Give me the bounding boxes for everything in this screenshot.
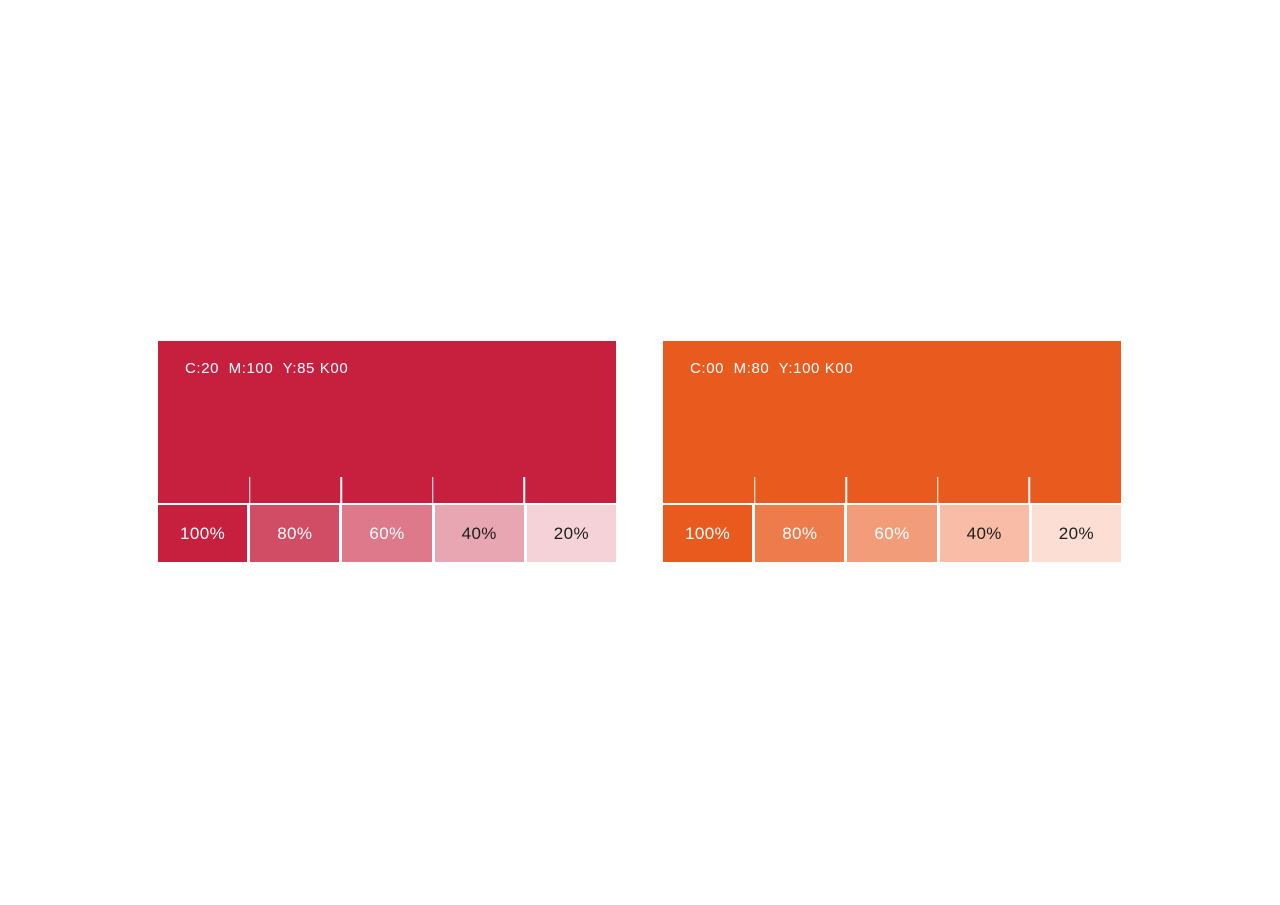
tint-scale-row: 100% 80% 60% 40% 20% [158, 505, 617, 562]
tint-cell-60: 60% [847, 505, 937, 562]
tint-tick-mark [845, 477, 847, 503]
tint-tick-mark [523, 477, 526, 503]
tint-cell-100: 100% [663, 505, 753, 562]
tint-cell-60: 60% [342, 505, 432, 562]
tint-percent-label: 60% [369, 523, 405, 543]
tint-percent-label: 20% [553, 523, 590, 543]
tint-cell-40: 40% [434, 505, 524, 562]
tint-percent-label: 80% [277, 523, 313, 543]
tint-percent-label: 100% [180, 523, 226, 543]
tint-percent-label: 80% [782, 523, 818, 543]
cmyk-value-label: C:20 M:100 Y:85 K00 [185, 360, 349, 377]
tint-tick-mark [1028, 477, 1031, 503]
tint-cell-80: 80% [755, 505, 845, 562]
tint-tick-mark [340, 477, 342, 503]
base-color-panel: C:00 M:80 Y:100 K00 [663, 341, 1121, 503]
tint-cell-80: 80% [250, 505, 340, 562]
tint-tick-mark [937, 477, 939, 503]
tint-scale-row: 100% 80% 60% 40% 20% [663, 505, 1122, 562]
tint-percent-label: 20% [1058, 523, 1095, 543]
cmyk-value-label: C:00 M:80 Y:100 K00 [690, 360, 854, 377]
tint-cell-40: 40% [939, 505, 1029, 562]
tint-cell-20: 20% [1031, 505, 1122, 562]
tint-tick-mark [432, 477, 434, 503]
color-swatch-card: C:00 M:80 Y:100 K00 100% 80% 60% 40% 20% [663, 341, 1122, 562]
tint-tick-mark [753, 477, 756, 503]
tint-percent-label: 40% [461, 523, 497, 543]
tint-percent-label: 60% [874, 523, 910, 543]
tint-cell-100: 100% [158, 505, 248, 562]
tint-cell-20: 20% [526, 505, 617, 562]
tint-percent-label: 40% [966, 523, 1002, 543]
base-color-panel: C:20 M:100 Y:85 K00 [158, 341, 616, 503]
tint-tick-mark [248, 477, 251, 503]
color-swatch-card: C:20 M:100 Y:85 K00 100% 80% 60% 40% 20% [158, 341, 617, 562]
tint-percent-label: 100% [685, 523, 731, 543]
